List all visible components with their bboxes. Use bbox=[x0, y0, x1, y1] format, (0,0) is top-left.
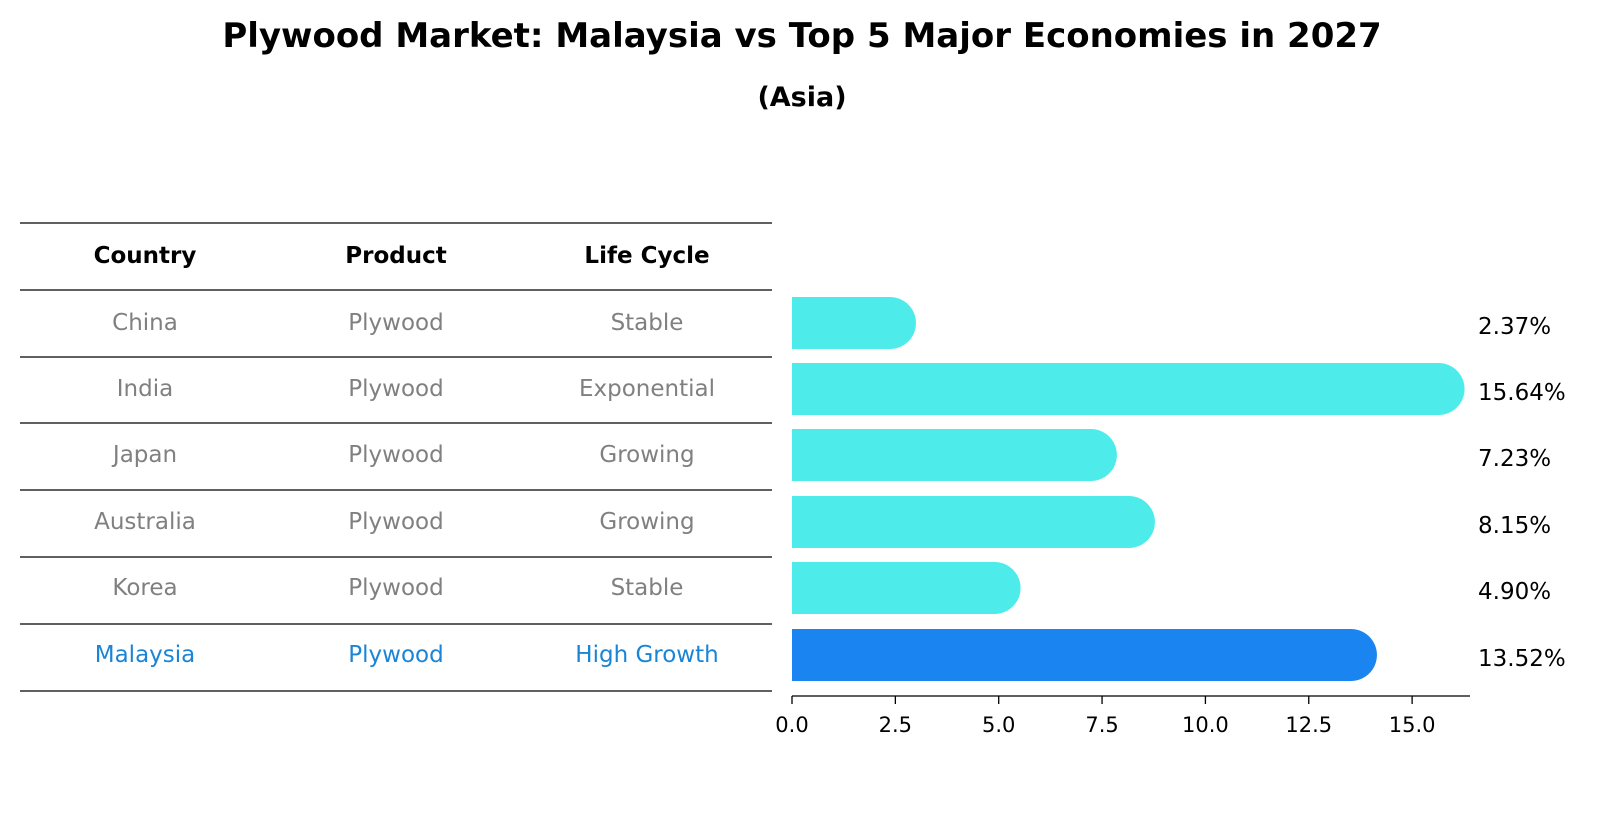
value-labels: 2.37% 15.64% 7.23% 8.15% 4.90% 13.52% bbox=[1478, 314, 1566, 672]
table-cell: Stable bbox=[611, 575, 684, 601]
table-cell: Australia bbox=[94, 509, 196, 535]
x-tick-label: 2.5 bbox=[879, 713, 912, 737]
bar-malaysia bbox=[792, 629, 1377, 681]
x-tick-label: 7.5 bbox=[1085, 713, 1118, 737]
x-axis: 0.0 2.5 5.0 7.5 10.0 12.5 15.0 bbox=[775, 695, 1470, 737]
table-cell: Plywood bbox=[348, 509, 443, 535]
table-cell: Plywood bbox=[348, 442, 443, 468]
table-cell: Exponential bbox=[579, 376, 715, 402]
value-label: 7.23% bbox=[1478, 446, 1551, 472]
value-label: 8.15% bbox=[1478, 513, 1551, 539]
table-cell: Growing bbox=[599, 442, 694, 468]
table-cell: Korea bbox=[112, 575, 177, 601]
table-cell: Plywood bbox=[348, 310, 443, 336]
x-tick-label: 15.0 bbox=[1389, 713, 1436, 737]
table-cell: Growing bbox=[599, 509, 694, 535]
data-table: Country Product Life Cycle China Plywood Stab… bbox=[20, 222, 772, 692]
table-cell: Plywood bbox=[348, 642, 443, 668]
table-cell: China bbox=[112, 310, 178, 336]
table-cell: Plywood bbox=[348, 575, 443, 601]
bar-india bbox=[792, 363, 1465, 415]
table-cell: Malaysia bbox=[95, 642, 196, 668]
value-label: 2.37% bbox=[1478, 314, 1551, 340]
bar-china bbox=[792, 297, 916, 349]
value-label: 4.90% bbox=[1478, 579, 1551, 605]
table-cell: Japan bbox=[111, 442, 177, 468]
bar-series bbox=[792, 297, 1465, 681]
x-tick-label: 0.0 bbox=[775, 713, 808, 737]
x-tick-label: 12.5 bbox=[1285, 713, 1332, 737]
chart-title: Plywood Market: Malaysia vs Top 5 Major … bbox=[222, 16, 1382, 56]
x-tick-label: 5.0 bbox=[982, 713, 1015, 737]
value-label: 13.52% bbox=[1478, 646, 1566, 672]
table-header-cell: Product bbox=[345, 243, 446, 269]
bar-japan bbox=[792, 429, 1117, 481]
table-cell: Plywood bbox=[348, 376, 443, 402]
table-cell: Stable bbox=[611, 310, 684, 336]
bar-australia bbox=[792, 496, 1155, 548]
x-tick-label: 10.0 bbox=[1182, 713, 1229, 737]
table-cell: India bbox=[117, 376, 173, 402]
table-header-cell: Country bbox=[94, 243, 197, 269]
table-header-cell: Life Cycle bbox=[584, 243, 709, 269]
bar-korea bbox=[792, 562, 1021, 614]
table-cell: High Growth bbox=[575, 642, 718, 668]
value-label: 15.64% bbox=[1478, 380, 1566, 406]
chart-subtitle: (Asia) bbox=[757, 82, 847, 113]
